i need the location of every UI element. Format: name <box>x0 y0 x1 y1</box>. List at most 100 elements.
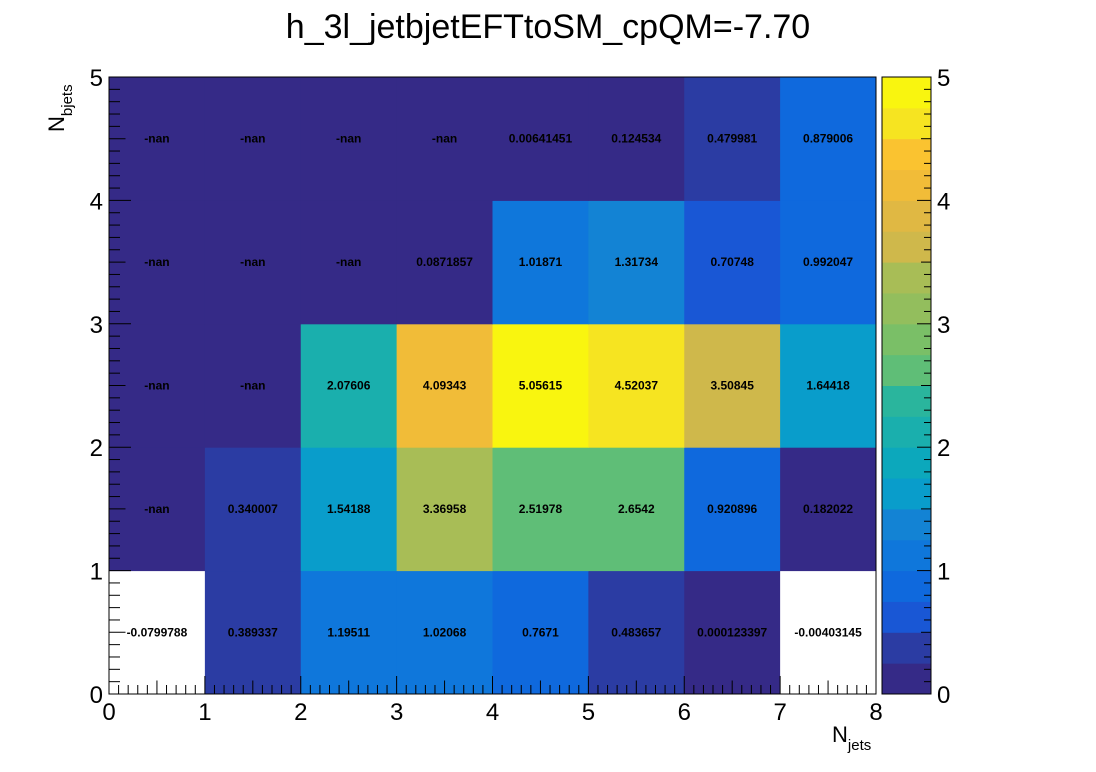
x-axis-label-main: N <box>832 722 848 747</box>
cell-value-label: 0.182022 <box>803 502 853 516</box>
heatmap-cell <box>204 200 302 325</box>
colorbar-swatch <box>882 354 931 386</box>
heatmap-cell <box>396 323 493 448</box>
color-scale-bar: 0 1 2 3 4 5 <box>881 65 950 709</box>
colorbar-swatch <box>882 416 931 448</box>
cell-value-label: 4.52037 <box>615 379 659 393</box>
cell-value-label: 0.992047 <box>803 255 853 269</box>
colorbar-swatch <box>882 292 931 325</box>
heatmap-cell <box>204 77 302 201</box>
cell-value-label: 0.879006 <box>803 132 853 146</box>
y-tick-label: 4 <box>90 188 103 215</box>
cell-value-label: 5.05615 <box>519 379 563 393</box>
cell-value-label: 1.19511 <box>327 625 370 639</box>
x-tick-label: 5 <box>582 699 595 726</box>
heatmap-cell <box>492 77 589 201</box>
x-tick-label: 6 <box>678 699 691 726</box>
heatmap-cell <box>684 77 781 201</box>
x-tick-label: 7 <box>773 699 786 726</box>
heatmap-cell-labels: -0.0799788 0.389337 1.19511 1.02068 0.7671 0.… <box>127 132 863 640</box>
heatmap-cell <box>300 77 398 201</box>
heatmap-cell <box>300 570 398 695</box>
colorbar-tick-label: 5 <box>937 65 950 92</box>
heatmap-cell <box>684 323 781 448</box>
cell-value-label: 0.0871857 <box>416 255 473 269</box>
cell-value-label: 3.50845 <box>710 379 754 393</box>
cell-value-label: 1.31734 <box>615 255 659 269</box>
heatmap-cell <box>780 447 877 572</box>
colorbar-swatch <box>882 385 931 417</box>
heatmap-cell <box>300 200 398 325</box>
cell-value-label: 1.02068 <box>423 625 467 639</box>
cell-value-label: -nan <box>336 255 361 269</box>
x-tick-label: 2 <box>294 699 307 726</box>
cell-value-label: 0.7671 <box>522 625 559 639</box>
cell-value-label: 2.07606 <box>327 379 371 393</box>
y-tick-label: 1 <box>90 559 103 586</box>
colorbar-tick-label: 2 <box>937 435 950 462</box>
heatmap-cell <box>588 323 685 448</box>
cell-value-label: -nan <box>144 255 169 269</box>
heatmap-cell <box>780 323 877 448</box>
colorbar-swatch <box>882 663 931 695</box>
y-tick-label: 2 <box>90 435 103 462</box>
cell-value-label: -0.00403145 <box>794 625 862 639</box>
cell-value-label: 0.70748 <box>710 255 754 269</box>
heatmap-cell <box>780 570 877 695</box>
heatmap-cell <box>396 200 493 325</box>
heatmap-cell <box>300 323 398 448</box>
y-tick-label: 3 <box>90 312 103 339</box>
heatmap-cell <box>492 570 589 695</box>
colorbar-swatch <box>882 169 931 201</box>
colorbar-swatch <box>882 478 931 510</box>
cell-value-label: 2.51978 <box>519 502 563 516</box>
cell-value-label: -0.0799788 <box>127 625 188 639</box>
cell-value-label: 0.389337 <box>228 625 278 639</box>
cell-value-label: -nan <box>240 132 265 146</box>
colorbar-swatch <box>882 323 931 356</box>
x-axis-label-subscript: jets <box>847 737 871 754</box>
heatmap-cell <box>588 447 685 572</box>
heatmap-cell <box>588 77 685 201</box>
heatmap-cell <box>204 447 302 572</box>
cell-value-label: -nan <box>144 379 169 393</box>
cell-value-label: 0.340007 <box>228 502 278 516</box>
colorbar-swatch <box>882 262 931 294</box>
heatmap-cell <box>780 77 877 201</box>
heatmap-cell <box>204 570 302 695</box>
colorbar-tick-label: 0 <box>937 682 950 709</box>
cell-value-label: 0.124534 <box>611 132 661 146</box>
colorbar-swatch <box>882 570 931 602</box>
cell-value-label: 1.64418 <box>806 379 850 393</box>
cell-value-label: -nan <box>240 379 265 393</box>
cell-value-label: -nan <box>144 132 169 146</box>
heatmap-cell <box>492 200 589 325</box>
x-tick-label: 8 <box>869 699 882 726</box>
cell-value-label: 3.36958 <box>423 502 467 516</box>
x-tick-label: 1 <box>198 699 211 726</box>
colorbar-swatch <box>882 447 931 479</box>
colorbar-swatch <box>882 200 931 232</box>
heatmap-cells <box>109 77 877 695</box>
heatmap-cell <box>684 200 781 325</box>
heatmap-cell <box>300 447 398 572</box>
heatmap-cell <box>492 323 589 448</box>
heatmap-cell <box>684 570 781 695</box>
heatmap-cell <box>588 200 685 325</box>
colorbar-tick-label: 3 <box>937 312 950 339</box>
x-tick-label: 4 <box>486 699 499 726</box>
heatmap-cell <box>780 200 877 325</box>
heatmap-cell <box>492 447 589 572</box>
cell-value-label: 0.479981 <box>707 132 757 146</box>
heatmap-cell <box>684 447 781 572</box>
heatmap-cell <box>204 323 302 448</box>
x-axis-label: Njets <box>832 722 871 754</box>
heatmap-cell <box>588 570 685 695</box>
y-axis-label-subscript: bjets <box>59 84 76 116</box>
cell-value-label: 0.920896 <box>707 502 757 516</box>
colorbar-tick-label: 1 <box>937 559 950 586</box>
y-tick-label: 5 <box>90 65 103 92</box>
y-tick-label: 0 <box>90 682 103 709</box>
cell-value-label: 0.000123397 <box>697 625 767 639</box>
